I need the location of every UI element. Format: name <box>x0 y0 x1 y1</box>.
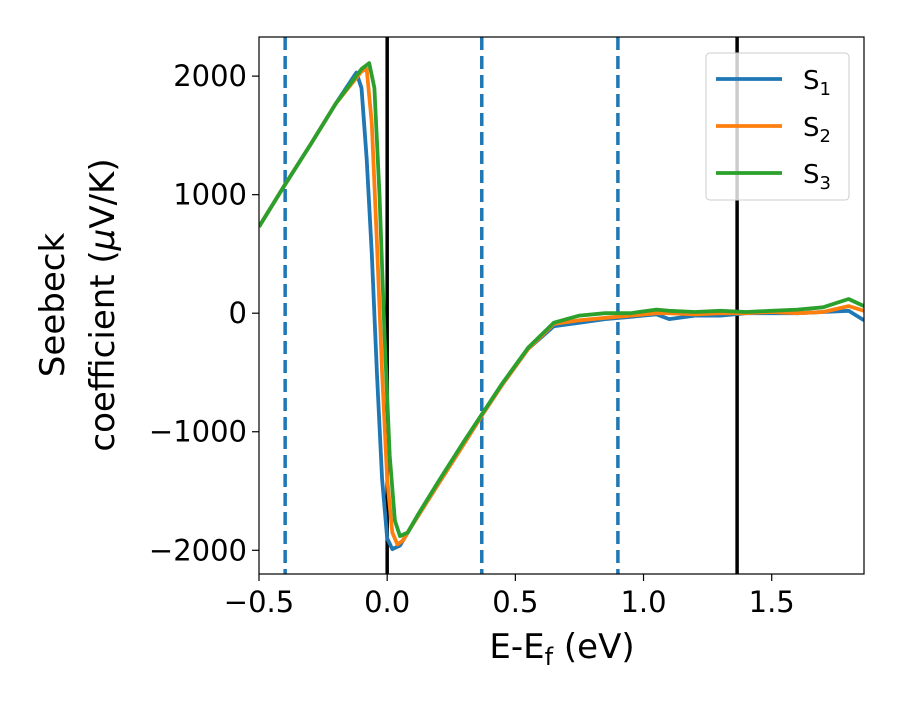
y-tick-label: 0 <box>229 296 247 330</box>
x-tick-label: 1.0 <box>620 585 666 619</box>
legend-label-3: S3 <box>803 160 831 194</box>
x-axis-label: E-Ef (eV) <box>489 627 634 671</box>
y-axis-label-line2: coefficient (μV/K) <box>83 158 123 451</box>
legend-label-2: S2 <box>803 113 831 147</box>
legend: S1 S2 S3 <box>705 52 850 201</box>
y-axis-label-line1: Seebeck <box>33 233 73 378</box>
x-tick-label: 0.5 <box>492 585 538 619</box>
x-tick-label: −0.5 <box>224 585 294 619</box>
x-axis-ticks: −0.5 0.0 0.5 1.0 1.5 <box>224 574 795 619</box>
series-lines <box>259 61 864 551</box>
vertical-reference-lines <box>283 37 739 574</box>
y-tick-label: 2000 <box>173 59 247 93</box>
series-line-3 <box>259 61 864 538</box>
y-tick-label: −2000 <box>149 533 247 567</box>
legend-label-1: S1 <box>803 66 831 100</box>
y-axis-ticks: −2000 −1000 0 1000 2000 <box>149 59 259 567</box>
y-axis-label: Seebeck coefficient (μV/K) <box>33 158 123 451</box>
x-tick-label: 1.5 <box>749 585 795 619</box>
x-tick-label: 0.0 <box>364 585 410 619</box>
y-tick-label: −1000 <box>149 415 247 449</box>
plot-frame <box>258 36 865 575</box>
y-tick-label: 1000 <box>173 178 247 212</box>
